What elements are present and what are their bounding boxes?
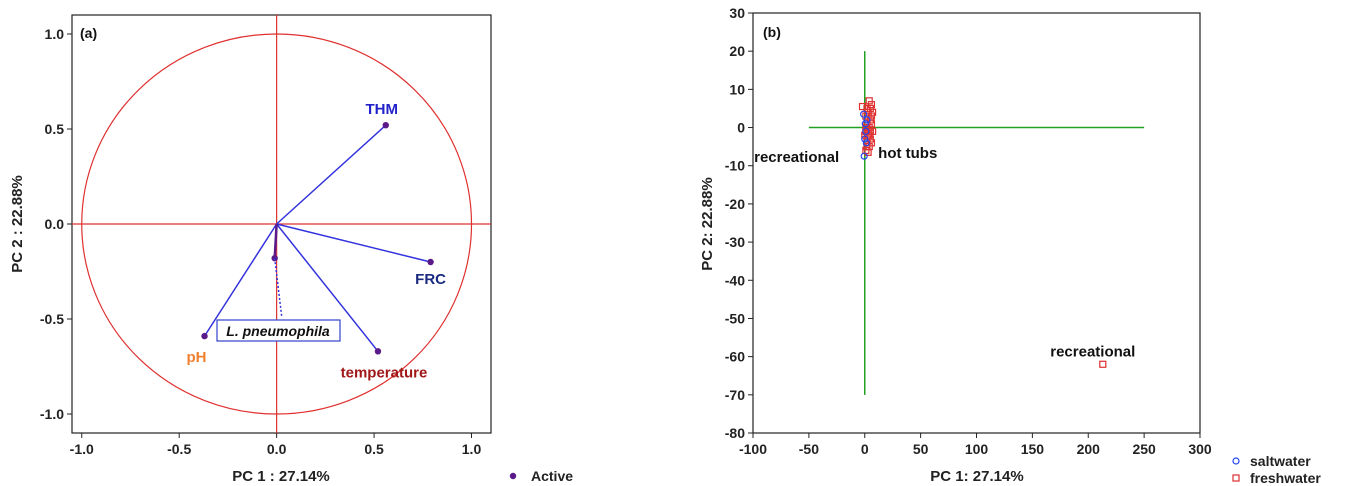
- annotation-hot-tubs: hot tubs: [878, 145, 937, 162]
- y-tick-label-b: -40: [725, 272, 745, 288]
- y-tick-label-b: 30: [729, 5, 745, 21]
- supplementary-leader: [273, 258, 283, 317]
- point-saltwater: [862, 127, 870, 135]
- point-saltwater: [861, 135, 869, 143]
- panel-a: (a) THM FRC pH temperature L. pneumophila -1…: [9, 14, 573, 485]
- y-tick-label-b: -80: [725, 425, 745, 441]
- label-frc: FRC: [415, 271, 446, 288]
- vector-thm: [276, 124, 387, 225]
- plot-area-b: recreational hot tubs recreational: [754, 51, 1145, 395]
- y-tick-label-b: -10: [725, 158, 745, 174]
- point-saltwater: [861, 120, 869, 128]
- x-tick-label-a: 1.0: [462, 441, 482, 457]
- y-tick-label-a: -1.0: [40, 406, 64, 422]
- x-tick-label-b: 300: [1188, 441, 1212, 457]
- x-axis-ticks-a: -1.0 -0.5 0.0 0.5 1.0: [70, 433, 482, 457]
- y-tick-label-b: 20: [729, 43, 745, 59]
- point-freshwater: [858, 102, 867, 111]
- y-tick-label-b: -20: [725, 196, 745, 212]
- point-freshwater: [861, 131, 869, 139]
- x-tick-label-b: 0: [861, 441, 869, 457]
- y-tick-label-b: -50: [725, 310, 745, 326]
- x-tick-label-b: -50: [799, 441, 819, 457]
- point-freshwater: [864, 108, 872, 116]
- y-tick-label-a: 0.0: [45, 216, 65, 232]
- x-tick-label-b: 200: [1077, 441, 1101, 457]
- point-ph: [201, 332, 208, 340]
- legend-label-saltwater: saltwater: [1250, 453, 1311, 469]
- point-freshwater: [867, 139, 876, 147]
- y-tick-label-b: 0: [737, 120, 745, 136]
- legend-marker-active: [509, 472, 517, 480]
- x-tick-label-a: 0.5: [364, 441, 384, 457]
- legend-marker-freshwater: [1232, 474, 1240, 482]
- y-axis-label-b: PC 2: 22.88%: [699, 177, 716, 270]
- x-tick-label-a: -0.5: [167, 441, 191, 457]
- legend-label-active: Active: [531, 468, 573, 484]
- legend-a: Active: [509, 468, 573, 484]
- point-freshwater: [866, 127, 874, 135]
- annotation-recreational: recreational: [1050, 344, 1135, 361]
- point-saltwater: [860, 110, 868, 118]
- y-tick-label-a: 1.0: [45, 26, 65, 42]
- x-axis-ticks-b: -100 -50 0 50 100 150 200 250 300: [739, 433, 1212, 457]
- point-freshwater: [865, 97, 873, 105]
- point-frc: [427, 258, 434, 266]
- x-tick-label-b: 100: [965, 441, 989, 457]
- y-axis-ticks-b: -80 -70 -60 -50 -40 -30 -20 -10 0 10 20 30: [725, 5, 753, 441]
- x-tick-label-a: 0.0: [267, 441, 287, 457]
- vector-temperature: [276, 223, 379, 352]
- plot-area-a: THM FRC pH temperature L. pneumophila: [72, 15, 491, 433]
- y-tick-label-b: -60: [725, 349, 745, 365]
- panel-b: (b) recreational hot tubs recreational -10…: [699, 5, 1321, 486]
- x-tick-label-b: 250: [1132, 441, 1156, 457]
- y-tick-label-b: -70: [725, 387, 745, 403]
- point-freshwater: [1099, 360, 1107, 368]
- panel-label-a: (a): [80, 25, 97, 41]
- point-freshwater: [862, 123, 870, 132]
- point-freshwater: [863, 135, 871, 143]
- point-saltwater: [862, 139, 871, 147]
- y-tick-label-b: 10: [729, 81, 745, 97]
- supplementary-label: L. pneumophila: [226, 323, 330, 339]
- y-axis-label-a: PC 2 : 22.88%: [9, 175, 26, 273]
- point-freshwater: [868, 108, 877, 116]
- vector-supplementary: [273, 223, 278, 259]
- annotation-recreational: recreational: [754, 149, 839, 166]
- x-tick-label-b: 50: [913, 441, 929, 457]
- x-tick-label-b: 150: [1021, 441, 1045, 457]
- point-saltwater: [860, 152, 868, 160]
- y-tick-label-b: -30: [725, 234, 745, 250]
- y-tick-label-a: 0.5: [45, 121, 65, 137]
- x-tick-label-b: -100: [739, 441, 767, 457]
- point-freshwater: [866, 104, 874, 113]
- y-tick-label-a: -0.5: [40, 311, 64, 327]
- point-freshwater: [867, 101, 876, 109]
- label-ph: pH: [187, 349, 207, 366]
- plot-frame-b: [752, 12, 1201, 434]
- point-freshwater: [863, 143, 871, 151]
- panel-label-b: (b): [763, 24, 781, 40]
- x-tick-label-a: -1.0: [70, 441, 94, 457]
- x-axis-label-b: PC 1: 27.14%: [930, 468, 1023, 485]
- point-temperature: [374, 348, 382, 355]
- supplementary-label-box: [216, 319, 341, 342]
- vector-frc: [276, 223, 431, 263]
- y-axis-ticks-a: -1.0 -0.5 0.0 0.5 1.0: [40, 26, 72, 422]
- point-thm: [382, 122, 389, 129]
- vector-ph: [203, 223, 278, 337]
- label-thm: THM: [366, 101, 399, 118]
- label-temperature: temperature: [341, 364, 428, 381]
- legend-label-freshwater: freshwater: [1250, 470, 1321, 486]
- x-axis-label-a: PC 1 : 27.14%: [232, 468, 330, 485]
- legend-marker-saltwater: [1232, 457, 1240, 465]
- point-saltwater: [863, 116, 871, 124]
